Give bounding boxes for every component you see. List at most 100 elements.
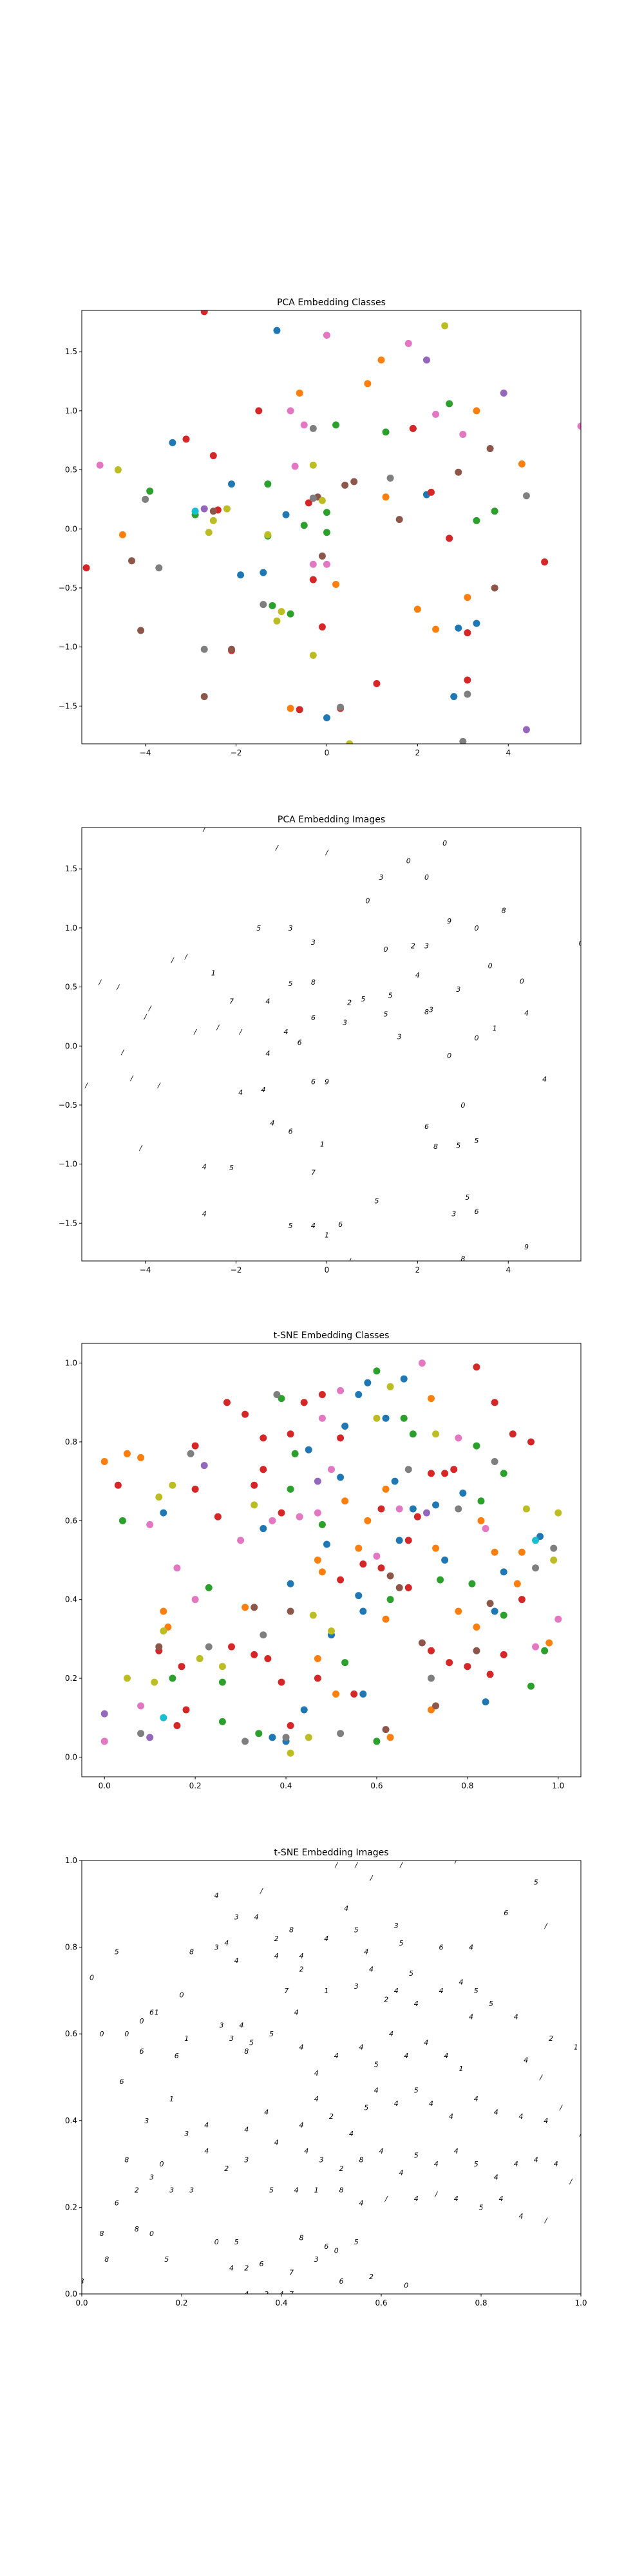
data-point [432, 1702, 440, 1710]
data-point [323, 714, 330, 722]
digit-image: 3 [311, 938, 316, 947]
digit-image: 4 [524, 2056, 528, 2065]
y-tick-label: 1.5 [65, 864, 77, 873]
data-point [468, 1580, 476, 1587]
digit-image: 1 [314, 2186, 319, 2194]
data-point [337, 1473, 345, 1481]
digit-image: 2 [264, 2290, 269, 2298]
digit-image: 8 [311, 978, 316, 987]
data-point [382, 1485, 390, 1493]
data-point [491, 1607, 498, 1615]
digit-image: 1 [211, 969, 216, 978]
data-point [473, 1647, 480, 1654]
digit-image: 5 [474, 1137, 478, 1145]
data-point [473, 407, 480, 415]
digit-image: 8 [189, 1947, 194, 1956]
digit-image: 4 [234, 1956, 239, 1965]
digit-image: 0 [579, 940, 583, 948]
data-point [518, 1548, 526, 1556]
digit-image: 4 [265, 998, 270, 1006]
data-point [309, 651, 317, 659]
data-point [441, 1470, 449, 1477]
y-tick-label: 0.2 [65, 2202, 77, 2211]
data-point [323, 332, 330, 339]
data-point [114, 466, 122, 474]
data-point [359, 1560, 367, 1568]
digit-image: 4 [294, 2009, 299, 2017]
digit-image: 5 [234, 2238, 239, 2246]
data-point [137, 1454, 145, 1461]
data-point [309, 495, 317, 502]
data-point [291, 1450, 299, 1457]
data-point [509, 1430, 516, 1438]
data-point [350, 1690, 358, 1698]
digit-image: / [348, 1257, 352, 1265]
x-tick-label: 1.0 [574, 2298, 587, 2307]
digit-image: 2 [384, 1995, 388, 2003]
data-point [404, 1537, 412, 1544]
y-tick-label: 0.6 [65, 2029, 77, 2038]
digit-image: 8 [104, 2255, 109, 2264]
data-point [332, 421, 340, 429]
digit-image: 4 [424, 2039, 428, 2047]
digit-image: 6 [324, 2242, 328, 2251]
data-point [373, 1414, 381, 1422]
digit-image: 4 [238, 1088, 243, 1097]
digit-image: 0 [160, 2160, 164, 2168]
data-point [260, 569, 267, 576]
data-point [477, 1497, 485, 1505]
digit-image: 2 [135, 2186, 139, 2194]
digit-image: 0 [474, 924, 478, 933]
data-point [473, 516, 480, 524]
data-point [269, 1734, 276, 1741]
digit-image: / [354, 1861, 358, 1870]
data-point [491, 1458, 498, 1466]
data-point [287, 1430, 294, 1438]
digit-image: 4 [274, 1952, 279, 1960]
digit-image: 8 [135, 2225, 139, 2233]
data-point [209, 507, 217, 515]
digit-image: / [144, 1012, 147, 1021]
digit-image: 8 [80, 2277, 84, 2286]
data-point [432, 1501, 440, 1509]
digit-image: 4 [244, 2125, 249, 2134]
digit-image: 3 [144, 2117, 149, 2125]
data-point [486, 1600, 494, 1607]
data-point [128, 557, 135, 565]
digit-image: 1 [155, 2009, 159, 2017]
digit-image: 5 [249, 2039, 254, 2047]
digit-image: 4 [454, 2195, 459, 2203]
data-point [251, 1651, 258, 1658]
data-point [314, 1477, 321, 1485]
digit-image: 6 [424, 1122, 429, 1131]
digit-image: 5 [361, 995, 365, 1003]
digit-image: 0 [424, 873, 429, 882]
data-point [155, 564, 163, 572]
data-point [318, 1520, 326, 1528]
data-point [446, 535, 453, 542]
data-point [341, 481, 349, 489]
digit-image: 5 [354, 1926, 359, 1935]
digit-image: 5 [456, 1141, 460, 1150]
data-point [309, 1611, 317, 1619]
digit-image: 4 [494, 2108, 498, 2116]
data-point [409, 1505, 417, 1513]
data-point [242, 1410, 249, 1418]
data-point [318, 552, 326, 560]
data-point [437, 1576, 444, 1584]
data-point [373, 1367, 381, 1375]
digit-image: 8 [100, 2230, 104, 2238]
digit-image: 5 [489, 2000, 493, 2008]
digit-image: 2 [224, 2164, 229, 2173]
data-point [473, 620, 480, 627]
digit-image: 4 [524, 1009, 529, 1018]
data-point [522, 492, 530, 500]
data-point [332, 1690, 340, 1698]
x-tick-label: 2 [415, 1265, 421, 1274]
plot-area [82, 310, 581, 744]
digit-image: 2 [244, 2264, 249, 2273]
data-point [459, 431, 467, 439]
x-tick-label: 0.0 [75, 2298, 88, 2307]
digit-image: 4 [514, 2160, 518, 2168]
